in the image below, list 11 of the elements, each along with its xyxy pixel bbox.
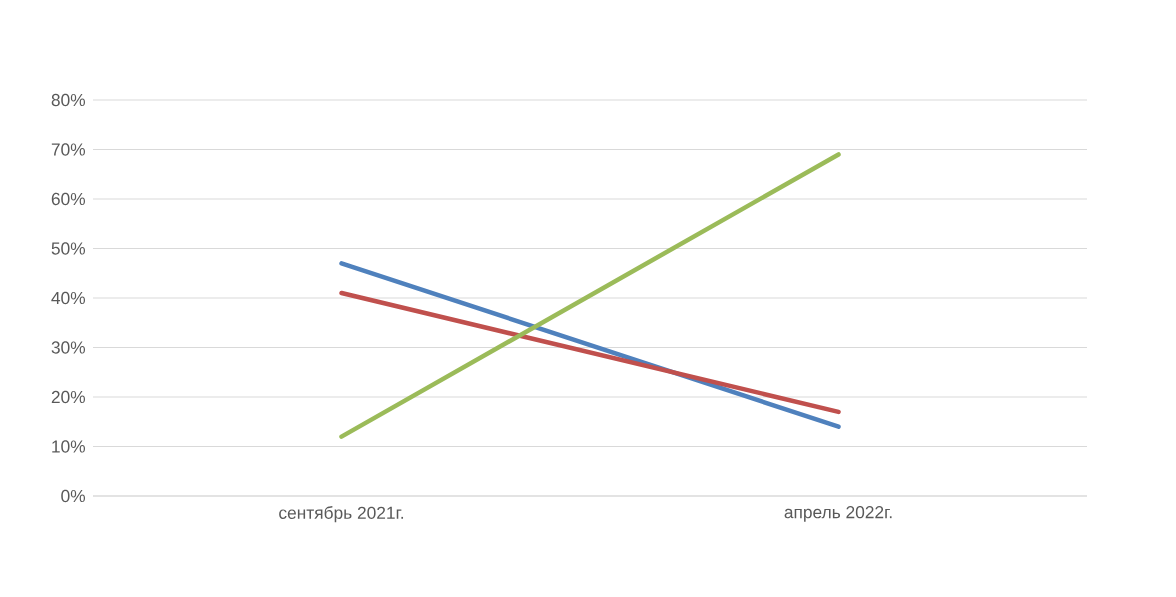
x-tick-label: сентябрь 2021г. — [279, 506, 404, 523]
y-tick-label: 70% — [51, 143, 86, 156]
x-tick-label: апрель 2022г. — [784, 506, 892, 522]
y-tick-label: 0% — [61, 489, 86, 503]
y-tick-label: 80% — [51, 93, 86, 107]
y-tick-label: 10% — [52, 440, 86, 453]
y-tick-label: 50% — [51, 242, 86, 255]
y-tick-label: 20% — [51, 390, 86, 404]
y-tick-label: 60% — [51, 192, 86, 206]
y-tick-label: 30% — [51, 341, 86, 354]
y-tick-label: 40% — [51, 291, 86, 305]
